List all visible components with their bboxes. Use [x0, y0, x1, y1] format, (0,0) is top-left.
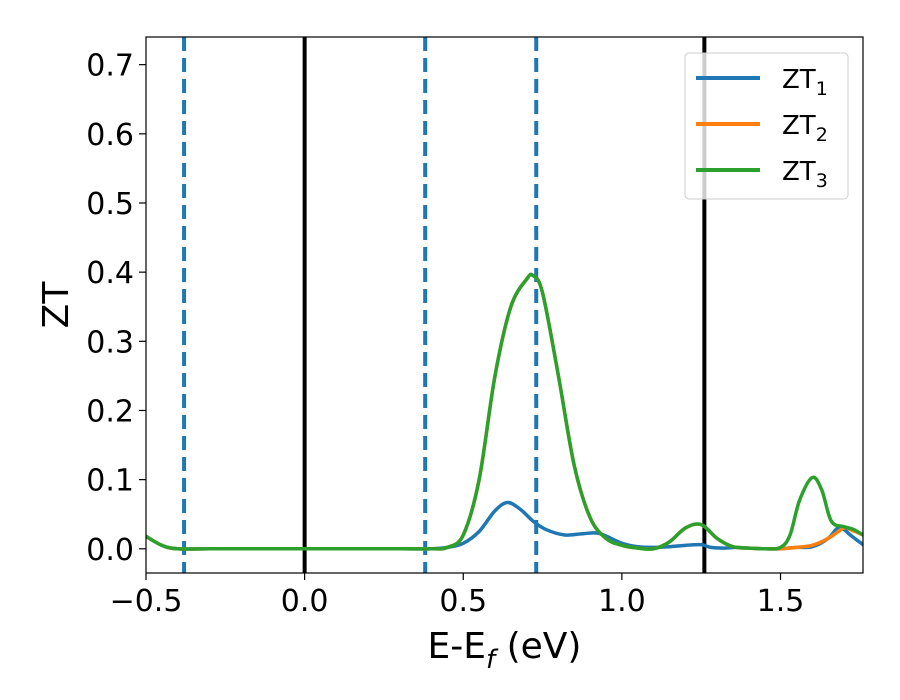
x-tick-label: 1.0 [598, 584, 646, 619]
x-axis-label: E-Ef (eV) [428, 626, 582, 675]
y-tick-label: 0.5 [86, 187, 134, 222]
legend-label-zt1: ZT1 [782, 65, 828, 100]
series-line-zt1 [146, 500, 863, 551]
y-tick-label: 0.6 [86, 118, 134, 153]
vertical-reference-lines [182, 37, 707, 573]
legend-box [684, 52, 849, 200]
y-tick-label: 0.4 [86, 256, 134, 291]
y-tick-label: 0.1 [86, 464, 134, 499]
series-lines [146, 272, 863, 551]
x-axis-label-tail: (eV) [495, 626, 581, 667]
y-axis-ticks: 0.0 0.1 0.2 0.3 0.4 0.5 0.6 0.7 [86, 49, 146, 568]
x-tick-label: 1.5 [757, 584, 805, 619]
legend: ZT1 ZT2 ZT3 [684, 52, 849, 200]
legend-label-zt2: ZT2 [782, 111, 828, 146]
series-line-zt3 [146, 272, 863, 551]
y-axis-label: ZT [36, 281, 77, 329]
series-line-zt2 [146, 272, 863, 551]
x-axis-label-base: E-E [428, 626, 486, 667]
plot-frame [145, 36, 864, 574]
legend-label-zt3: ZT3 [782, 157, 828, 192]
y-tick-label: 0.7 [86, 49, 134, 84]
y-tick-label: 0.0 [86, 533, 134, 568]
x-tick-label: 0.5 [439, 584, 487, 619]
y-tick-label: 0.3 [86, 325, 134, 360]
y-tick-label: 0.2 [86, 394, 134, 429]
x-tick-label: −0.5 [110, 584, 183, 619]
x-tick-label: 0.0 [281, 584, 329, 619]
x-axis-ticks: −0.5 0.0 0.5 1.0 1.5 [110, 573, 805, 619]
